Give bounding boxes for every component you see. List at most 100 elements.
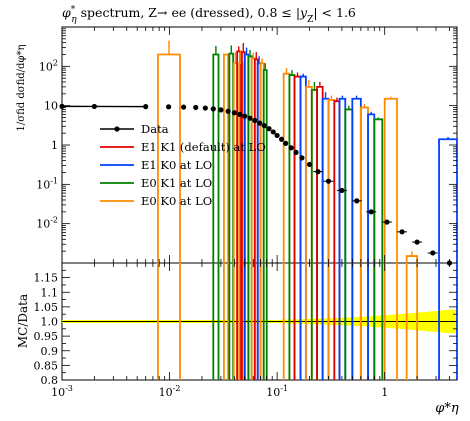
data-point [218,107,224,113]
mc-bar [405,255,418,263]
ratio-y-tick-label: 0.8 [41,374,59,387]
top-y-tick-exp: -2 [50,216,58,225]
x-tick-label: 1 [381,386,388,399]
mc-bar [236,50,242,263]
mc-bar [359,106,369,263]
x-tick-label: 10-2 [159,384,181,399]
ratio-mc-bar [262,263,268,380]
data-point [91,103,97,110]
title-z: Z [307,15,313,25]
data-point [266,126,272,132]
top-y-tick-label: 10-1 [36,176,58,191]
legend-label: E0 K1 at LO [141,176,212,190]
mc-bar [212,53,220,263]
title-eta: η [71,15,77,25]
data-point [306,161,313,168]
data-point [143,104,149,110]
x-axis-label: φ*η [435,401,459,416]
data-point [166,104,172,110]
x-tick-exp: -3 [65,384,73,393]
x-tick-label: 10-1 [266,384,288,399]
x-tick-label: 10-3 [51,384,73,399]
data-point [193,104,199,111]
svg-text:MC/Data: MC/Data [16,294,30,348]
x-tick-exp: -2 [173,384,181,393]
ratio-mc-bar [383,263,398,380]
mc-bar [351,97,362,263]
mc-bars [157,40,458,263]
title-phi: φ [62,5,71,20]
data-point [237,111,243,117]
ratio-mc-bar [223,263,229,380]
mc-bar [383,97,398,263]
data-point [180,104,187,110]
data-point [202,105,208,111]
title-star: * [71,5,76,15]
ratio-y-tick-label: 1.05 [34,301,59,314]
ratio-mc-bar [405,263,418,380]
top-y-tick-base: 10 [39,60,53,73]
data-point [210,106,216,112]
data-point [270,129,276,135]
ratio-mc-bar [373,263,384,380]
data-point [242,113,248,119]
ratio-mc-bar [212,263,220,380]
data-point [288,145,294,151]
data-point [225,108,231,114]
top-y-tick-label: 102 [39,58,58,73]
ratio-uncertainty-band [62,309,457,334]
data-point [257,120,263,126]
mc-bar [228,52,235,263]
ratio-y-tick-label: 1.15 [34,272,59,285]
data-point [278,136,285,142]
data-point [293,149,299,155]
data-point [283,140,289,146]
data-point [59,103,65,109]
x-tick-exp: -1 [280,384,288,393]
ratio-y-tick-label: 1.1 [41,286,59,299]
ratio-y-tick-label: 0.85 [34,359,59,372]
top-y-tick-label: 1 [51,139,58,152]
top-y-axis-label: 1/σfid dσfid/dφ*η [16,45,27,132]
title-y: |y [296,5,308,20]
x-tick-base: 10 [159,386,173,399]
mc-bar [373,118,384,263]
top-y-tick-exp: 2 [53,58,58,67]
legend-label: E1 K1 (default) at LO [141,140,266,154]
ratio-mc-bar [157,263,181,380]
data-point [231,110,237,116]
top-y-tick-base: 10 [36,218,50,231]
ratio-y-axis-label: MC/Data [16,294,30,348]
data-point [261,123,267,129]
ratio-y-tick-label: 0.95 [34,330,59,343]
title-end: | < 1.6 [313,5,356,20]
title-text: spectrum, Z→ ee (dressed), 0.8 ≤ [77,5,296,20]
data-point [274,132,280,139]
mc-bar [344,108,354,263]
legend-label: E1 K0 at LO [141,158,212,172]
data-series [59,103,455,266]
top-y-tick-base: 10 [36,178,50,191]
mc-bar [223,53,229,263]
ratio-y-tick-label: 1.0 [41,316,59,329]
mc-bar [367,113,376,263]
ratio-y-tick-label: 0.9 [41,345,59,358]
data-point [247,115,253,121]
x-tick-base: 10 [51,386,65,399]
legend-label: Data [141,122,169,136]
top-y-tick-exp: -1 [50,176,58,185]
legend-label: E0 K0 at LO [141,194,212,208]
data-point [252,117,258,124]
top-y-tick-label: 10-2 [36,216,58,231]
ratio-mc-bar [236,263,242,380]
svg-text:1/σfid dσfid/dφ*η: 1/σfid dσfid/dφ*η [16,45,27,132]
chart-title: φ* η spectrum, Z→ ee (dressed), 0.8 ≤ |yZ… [62,5,356,25]
top-y-tick-label: 10 [44,100,58,113]
x-tick-base: 10 [266,386,280,399]
mc-bar [262,69,268,263]
data-point [299,155,305,161]
legend: Data E1 K1 (default) at LO E1 K0 at LO E0 K… [100,122,266,208]
mc-bar [293,75,302,263]
legend-marker [114,126,120,132]
